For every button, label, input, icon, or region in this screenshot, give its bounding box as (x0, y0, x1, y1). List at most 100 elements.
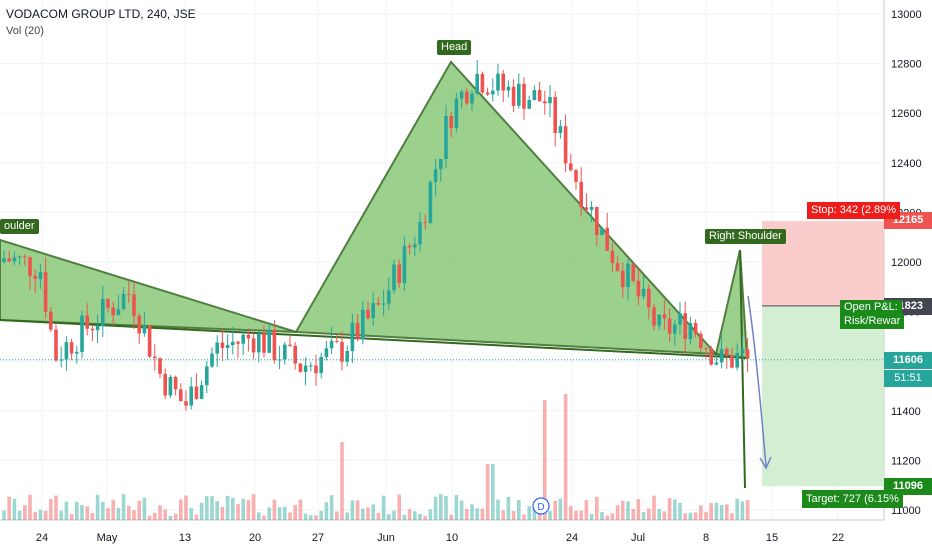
left-shoulder-label[interactable]: oulder (0, 219, 39, 234)
candle-body (641, 288, 646, 297)
bar-countdown-tag: 51:51 (884, 370, 932, 387)
candle-body (303, 365, 308, 372)
volume-bar (527, 506, 531, 520)
volume-bar (257, 512, 261, 520)
target-label[interactable]: Target: 727 (6.15% (802, 490, 903, 508)
volume-bar (90, 513, 95, 520)
candle-body (309, 365, 313, 367)
volume-bar (17, 510, 22, 520)
volume-bar (465, 508, 469, 520)
candle-body (589, 206, 594, 210)
volume-bar (184, 495, 188, 520)
candle-body (220, 342, 225, 348)
candle-body (75, 351, 79, 354)
candle-body (745, 349, 750, 359)
candle-body (496, 73, 500, 91)
candle-body (454, 98, 459, 128)
time-tick-label: Jun (377, 532, 395, 544)
candle-body (449, 115, 453, 128)
right-shoulder-label[interactable]: Right Shoulder (705, 229, 786, 244)
price-tick-label: 11000 (891, 505, 921, 517)
candle-body (662, 314, 667, 319)
symbol-title[interactable]: VODACOM GROUP LTD, 240, JSE (6, 7, 196, 21)
candle-body (506, 86, 511, 91)
volume-bar (75, 501, 79, 520)
candle-body (574, 170, 578, 182)
time-tick-label: 15 (766, 532, 778, 544)
candle-body (324, 348, 329, 357)
volume-bar (366, 507, 370, 520)
volume-bar (740, 501, 745, 520)
candle-body (673, 324, 677, 334)
candle-body (59, 359, 63, 361)
candle-body (418, 221, 422, 245)
volume-bar (735, 498, 739, 520)
candle-body (595, 206, 599, 236)
volume-bar (246, 500, 251, 520)
risk-reward-label[interactable]: Risk/Rewar (840, 314, 905, 329)
volume-bar (158, 505, 162, 520)
candle-body (626, 263, 630, 288)
candle-body (433, 169, 438, 182)
volume-bar (693, 512, 698, 520)
candle-body (262, 333, 266, 353)
volume-bar (142, 497, 147, 520)
price-tick-label: 12400 (891, 158, 922, 170)
candle-body (704, 348, 708, 350)
candle-body (33, 275, 37, 279)
candle-body (85, 315, 89, 329)
candle-body (111, 307, 115, 316)
candle-body (522, 83, 526, 109)
volume-bar (153, 512, 157, 520)
candle-body (563, 126, 568, 164)
volume-bar (225, 495, 230, 520)
time-tick-label: 20 (249, 532, 261, 544)
candle-body (2, 258, 6, 262)
candle-body (392, 264, 396, 291)
candle-body (54, 329, 58, 361)
open-pl-label[interactable]: Open P&L: (840, 300, 902, 315)
volume-bar (345, 512, 349, 520)
candle-body (548, 97, 552, 104)
head-label[interactable]: Head (437, 40, 472, 55)
candle-body (95, 325, 100, 331)
candle-body (678, 313, 682, 325)
stop-label[interactable]: Stop: 342 (2.89% (807, 202, 901, 219)
candle-body (699, 333, 703, 349)
volume-bar (335, 511, 339, 520)
volume-bar (106, 508, 110, 520)
volume-bar (699, 505, 703, 520)
price-tick-label: 12800 (891, 59, 922, 71)
volume-bar (485, 464, 490, 520)
candle-body (345, 351, 349, 362)
candle-body (465, 91, 469, 104)
candle-body (688, 323, 693, 339)
candle-body (236, 341, 240, 344)
volume-bar (501, 510, 505, 520)
volume-bar (205, 496, 209, 520)
candle-body (381, 303, 386, 305)
volume-bar (376, 512, 381, 520)
volume-bar (725, 504, 729, 520)
volume-bar (350, 500, 355, 520)
candle-body (657, 314, 661, 326)
volume-bar (454, 495, 459, 520)
volume-bar (33, 511, 37, 520)
volume-bar (199, 502, 204, 520)
volume-bar (329, 495, 334, 520)
candle-body (90, 328, 95, 331)
volume-bar (121, 494, 126, 520)
volume-bar (2, 510, 6, 520)
volume-bar (569, 506, 573, 520)
candle-body (173, 376, 178, 390)
volume-bar (610, 513, 615, 520)
candle-body (168, 376, 173, 396)
candle-body (298, 363, 303, 372)
candle-body (17, 256, 22, 258)
candle-body (319, 356, 323, 374)
volume-indicator-label[interactable]: Vol (20) (6, 25, 44, 37)
volume-bar (303, 513, 308, 520)
price-tick-label: 12000 (891, 257, 922, 269)
